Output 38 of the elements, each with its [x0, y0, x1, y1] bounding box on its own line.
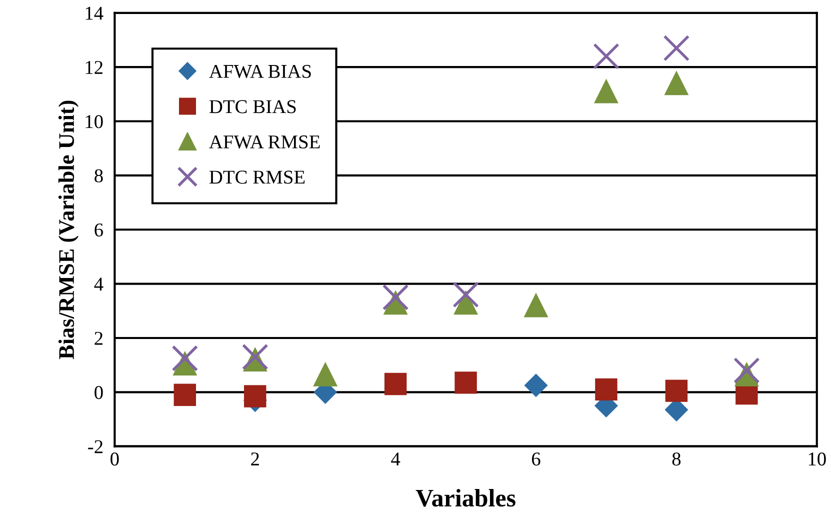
- point: [452, 281, 479, 308]
- x-tick-label: 2: [251, 452, 259, 466]
- y-tick-label: 4: [94, 278, 104, 291]
- point: [384, 372, 407, 396]
- point: [172, 345, 198, 372]
- point: [454, 372, 477, 394]
- x-tick-label: 8: [672, 452, 681, 466]
- point: [593, 43, 620, 70]
- legend-label: DTC BIAS: [209, 100, 296, 114]
- x-axis-title: Variables: [416, 488, 516, 507]
- legend-label: DTC RMSE: [209, 170, 305, 184]
- point: [242, 344, 268, 370]
- point: [524, 294, 548, 318]
- point: [664, 72, 688, 96]
- y-tick-label: 12: [86, 60, 102, 74]
- y-tick-label: 0: [94, 386, 103, 400]
- y-tick-label: 8: [94, 169, 103, 182]
- y-tick-label: -2: [88, 440, 102, 454]
- y-tick-label: 6: [94, 223, 103, 237]
- point: [665, 380, 688, 402]
- legend-label: AFWA BIAS: [209, 64, 311, 78]
- point: [314, 362, 338, 386]
- point: [524, 374, 548, 397]
- x-tick-label: 0: [110, 452, 119, 466]
- y-axis-title: Bias/RMSE (Variable Unit): [58, 100, 79, 360]
- point: [595, 378, 618, 401]
- x-tick-label: 6: [532, 452, 540, 466]
- y-tick-label: 14: [86, 6, 104, 20]
- point: [733, 357, 760, 384]
- point: [594, 80, 618, 104]
- point: [663, 34, 690, 62]
- x-tick-label: 10: [808, 452, 826, 466]
- y-tick-label: 2: [94, 332, 102, 345]
- point: [382, 284, 409, 311]
- x-tick-label: 4: [391, 452, 400, 466]
- legend-label: AFWA RMSE: [209, 135, 320, 149]
- y-tick-label: 10: [86, 115, 103, 128]
- point: [174, 384, 196, 406]
